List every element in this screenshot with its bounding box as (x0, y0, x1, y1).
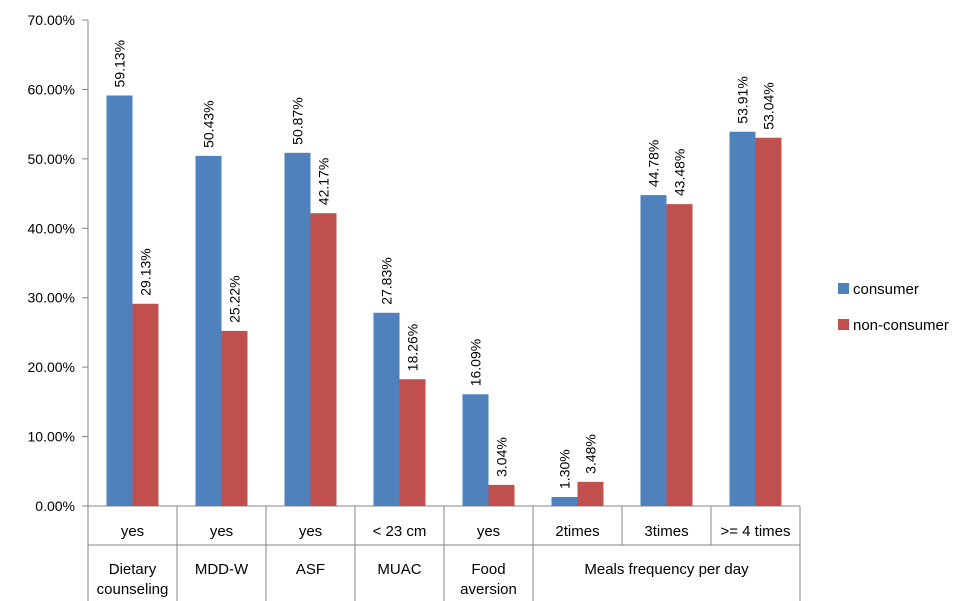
y-tick-label: 10.00% (28, 429, 75, 445)
data-labels: 59.13% 50.43% 50.87% 27.83% 16.09% 1.30% 44.78… (112, 40, 777, 489)
legend-swatch-consumer (838, 283, 849, 294)
bar-consumer (640, 195, 667, 506)
data-label-non-consumer: 43.48% (672, 149, 688, 196)
x-group-label: aversion (460, 581, 517, 598)
legend-swatch-non-consumer (838, 319, 849, 330)
data-label-consumer: 1.30% (557, 449, 573, 489)
bar-consumer (195, 155, 222, 507)
x-category-label: yes (210, 523, 233, 540)
bar-consumer (462, 394, 489, 506)
data-label-non-consumer: 3.48% (583, 434, 599, 474)
bar-consumer (284, 152, 311, 506)
bar-non-consumer (399, 379, 426, 506)
bar-non-consumer (488, 484, 515, 506)
bar-consumer (729, 131, 756, 506)
data-label-consumer: 44.78% (646, 140, 662, 187)
bar-non-consumer (310, 213, 337, 506)
y-tick-label: 20.00% (28, 359, 75, 375)
x-category-label: 2times (555, 523, 599, 540)
data-label-consumer: 50.43% (201, 100, 217, 147)
x-group-label: Dietary (109, 561, 157, 578)
bar-consumer (106, 95, 133, 506)
legend-label-consumer: consumer (853, 281, 919, 298)
data-label-non-consumer: 53.04% (761, 82, 777, 129)
y-tick-label: 50.00% (28, 151, 75, 167)
data-label-consumer: 50.87% (290, 97, 306, 144)
x-group-label: Food (471, 561, 505, 578)
x-group-label: ASF (296, 561, 325, 578)
x-category-label: yes (121, 523, 144, 540)
x-category-label: yes (477, 523, 500, 540)
y-tick-label: 0.00% (35, 498, 75, 514)
legend: consumer non-consumer (838, 281, 949, 334)
data-label-non-consumer: 42.17% (316, 158, 332, 205)
x-group-label: Meals frequency per day (584, 561, 749, 578)
data-label-consumer: 59.13% (112, 40, 128, 87)
x-category-label: < 23 cm (373, 523, 427, 540)
data-label-consumer: 27.83% (379, 257, 395, 304)
bar-non-consumer (132, 303, 159, 506)
bar-consumer (551, 496, 578, 506)
bars (106, 95, 782, 507)
y-tick-label: 40.00% (28, 220, 75, 236)
bar-consumer (373, 312, 400, 506)
x-category-label: yes (299, 523, 322, 540)
data-label-non-consumer: 25.22% (227, 275, 243, 322)
bar-non-consumer (755, 137, 782, 506)
bar-non-consumer (221, 330, 248, 506)
x-group-label: MUAC (377, 561, 421, 578)
data-label-non-consumer: 3.04% (494, 437, 510, 477)
y-tick-label: 60.00% (28, 81, 75, 97)
y-tick-label: 30.00% (28, 290, 75, 306)
bar-non-consumer (666, 204, 693, 506)
bar-non-consumer (577, 481, 604, 506)
y-tick-label: 70.00% (28, 12, 75, 28)
data-label-consumer: 16.09% (468, 339, 484, 386)
legend-label-non-consumer: non-consumer (853, 317, 949, 334)
x-category-label: 3times (644, 523, 688, 540)
axes: 0.00% 10.00% 20.00% 30.00% 40.00% 50.00% 60.00… (28, 12, 801, 601)
x-category-label: >= 4 times (720, 523, 790, 540)
data-label-consumer: 53.91% (735, 76, 751, 123)
data-label-non-consumer: 29.13% (138, 248, 154, 295)
x-group-label: MDD-W (195, 561, 249, 578)
x-group-label: counseling (97, 581, 169, 598)
data-label-non-consumer: 18.26% (405, 324, 421, 371)
